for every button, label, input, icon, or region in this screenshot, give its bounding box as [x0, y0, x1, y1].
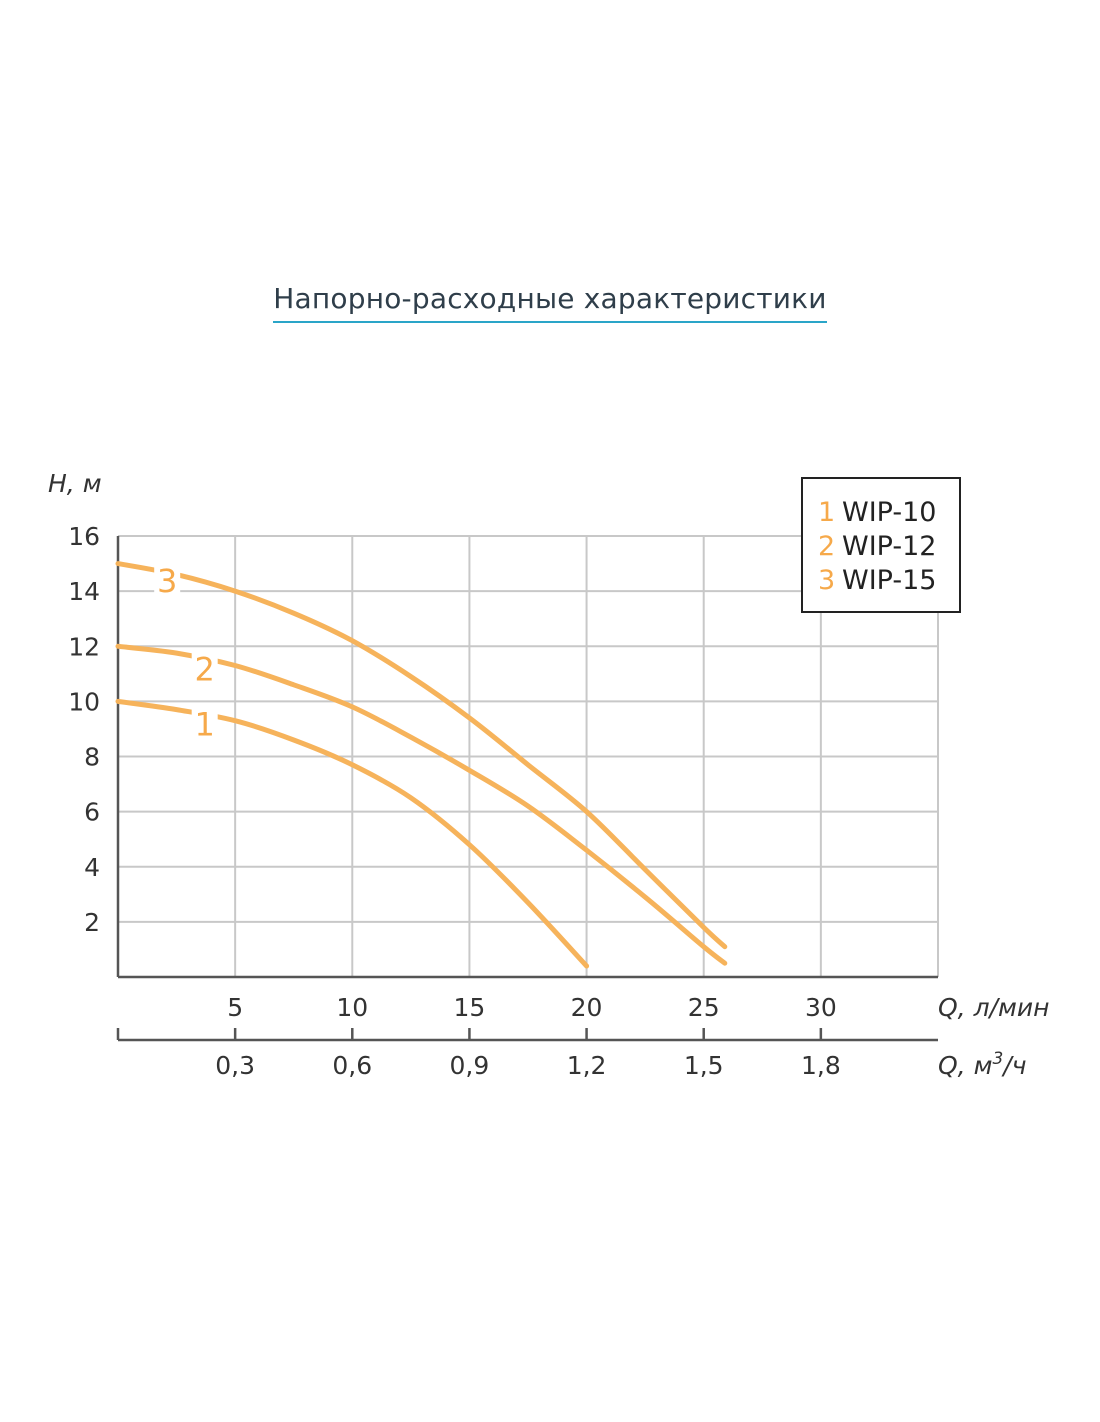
x2-axis-title-main: Q, м — [938, 1051, 992, 1080]
curve-label-1: 1 — [195, 705, 215, 743]
y-tick-label-10: 10 — [68, 687, 100, 716]
curve-label-bg-1 — [191, 703, 218, 744]
curve-wip-12 — [115, 643, 728, 966]
page-title-wrap: Напорно-расходные характеристики — [0, 282, 1100, 323]
y-tick-label-2: 2 — [84, 908, 100, 937]
x2-tick-label-4: 1,5 — [684, 1051, 724, 1080]
y-tick-label-14: 14 — [68, 577, 100, 606]
y-tick-label-8: 8 — [84, 743, 100, 772]
axes — [116, 536, 938, 1042]
y-tick-label-4: 4 — [84, 853, 100, 882]
x-tick-label-5: 5 — [227, 993, 243, 1022]
legend-number-2: 2 — [818, 531, 835, 562]
x-tick-label-15: 15 — [454, 993, 486, 1022]
curve-wip-15 — [115, 561, 728, 950]
legend-box — [801, 477, 961, 613]
legend: 1 WIP-10 2 WIP-12 3 WIP-15 — [801, 477, 961, 613]
x-tick-label-10: 10 — [336, 993, 368, 1022]
y-axis-title: H, м — [48, 469, 102, 498]
curve-label-bg-3 — [154, 560, 181, 601]
legend-label-wip-12: WIP-12 — [842, 531, 936, 562]
legend-label-wip-10: WIP-10 — [842, 497, 936, 528]
x-tick-label-30: 30 — [805, 993, 837, 1022]
x-axis-title: Q, л/мин — [938, 993, 1049, 1022]
legend-number-3: 3 — [818, 565, 835, 596]
x2-axis-title: Q, м3/ч — [938, 1049, 1026, 1080]
legend-label-wip-15: WIP-15 — [842, 565, 936, 596]
curve-label-bg-2 — [191, 648, 218, 689]
curve-label-3: 3 — [157, 562, 177, 600]
page-title: Напорно-расходные характеристики — [273, 282, 827, 323]
x2-tick-label-1: 0,6 — [332, 1051, 372, 1080]
series-lines — [115, 561, 728, 969]
x2-tick-label-2: 0,9 — [450, 1051, 490, 1080]
x2-tick-label-3: 1,2 — [567, 1051, 607, 1080]
x-tick-label-25: 25 — [688, 993, 720, 1022]
x2-axis-title-tail: /ч — [1001, 1051, 1026, 1080]
x-tick-label-20: 20 — [571, 993, 603, 1022]
x2-tick-label-5: 1,8 — [801, 1051, 841, 1080]
y-tick-label-6: 6 — [84, 798, 100, 827]
x2-tick-label-0: 0,3 — [215, 1051, 255, 1080]
y-tick-label-12: 12 — [68, 632, 100, 661]
legend-number-1: 1 — [818, 497, 835, 528]
curve-labels: 1 2 3 — [154, 560, 218, 744]
x2-axis-title-sup: 3 — [992, 1049, 1003, 1069]
y-tick-label-16: 16 — [68, 522, 100, 551]
curve-label-2: 2 — [195, 650, 215, 688]
